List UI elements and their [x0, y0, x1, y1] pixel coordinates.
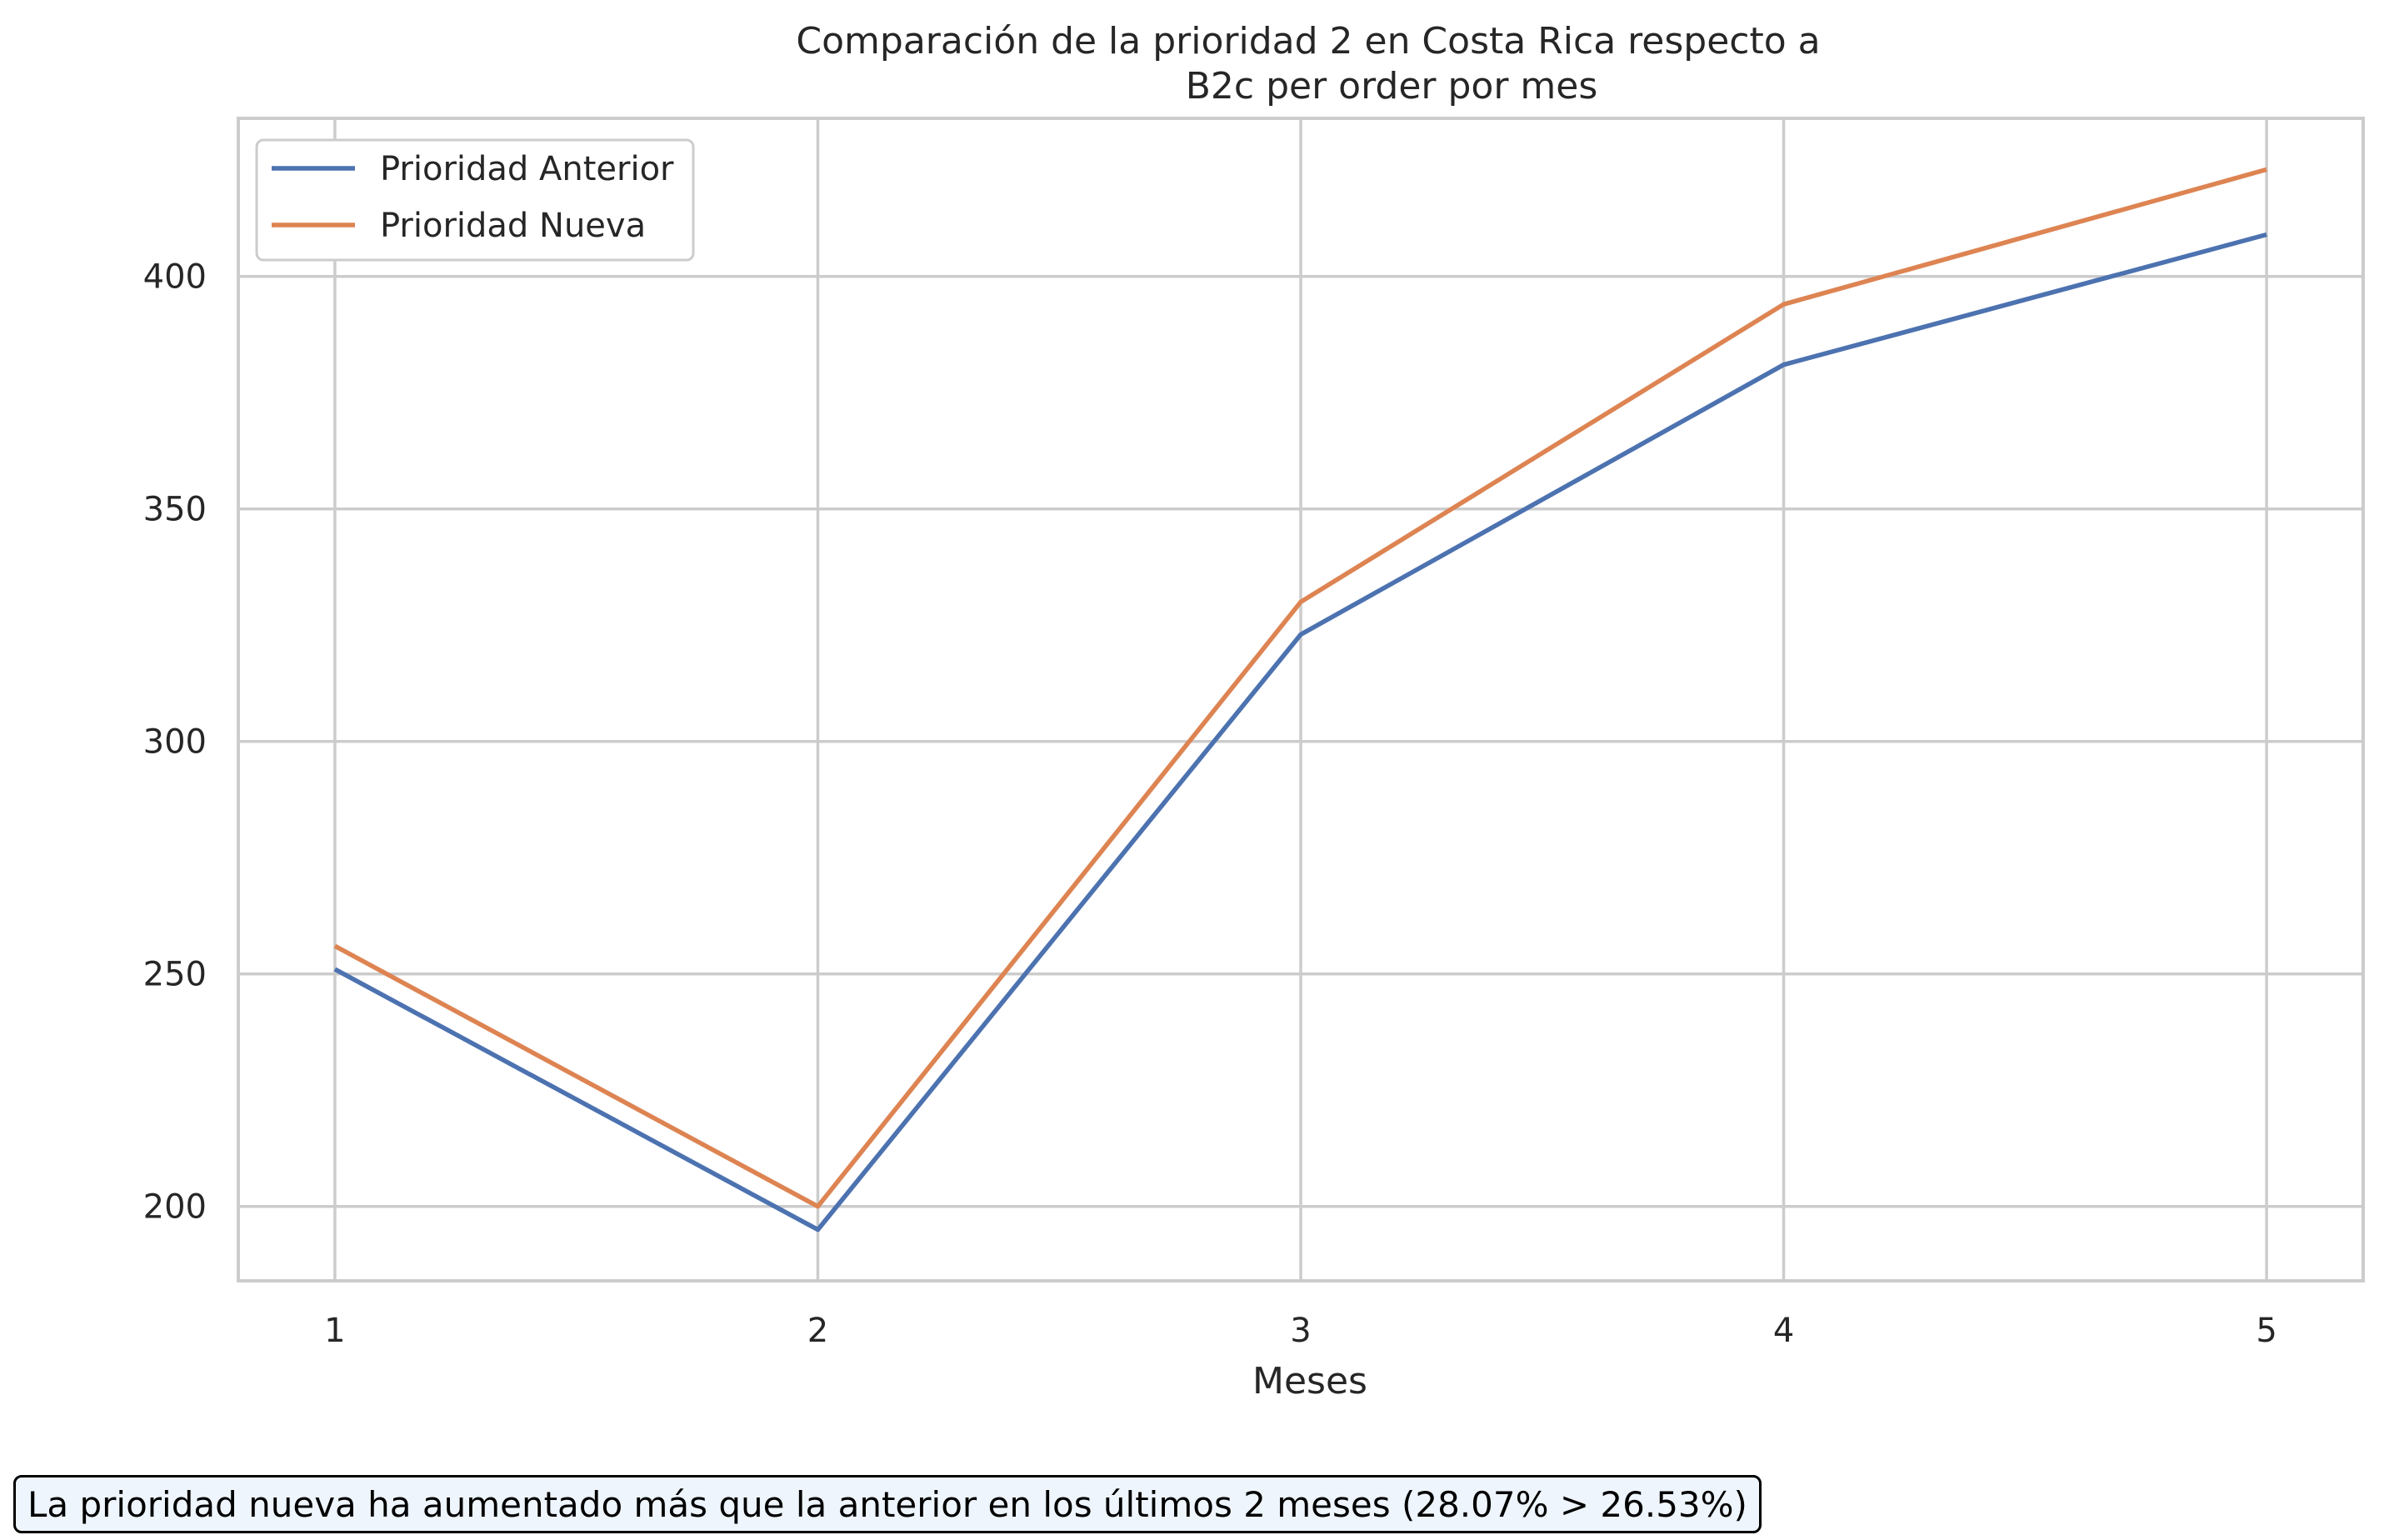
- y-tick-label: 200: [143, 1188, 207, 1227]
- annotation-text: La prioridad nueva ha aumentado más que …: [27, 1483, 1747, 1525]
- series-line-prioridad-anterior: [333, 232, 2267, 1232]
- legend-label: Prioridad Anterior: [380, 150, 674, 188]
- x-axis-label: Meses: [1252, 1360, 1367, 1402]
- legend-label: Prioridad Nueva: [380, 207, 646, 245]
- x-tick-label: 4: [1773, 1312, 1794, 1350]
- y-tick-label: 300: [143, 723, 207, 762]
- y-tick-label: 250: [143, 956, 207, 994]
- x-tick-label: 3: [1290, 1312, 1311, 1350]
- legend: Prioridad Anterior Prioridad Nueva: [255, 138, 695, 262]
- y-tick-label: 350: [143, 491, 207, 529]
- series-line-prioridad-nueva: [333, 167, 2267, 1209]
- x-tick-label: 5: [2256, 1312, 2277, 1350]
- legend-box: [255, 138, 695, 262]
- x-axis-ticks: 1 2 3 4 5: [324, 1312, 2277, 1350]
- chart-title-line-2: B2c per order por mes: [1186, 65, 1598, 108]
- x-tick-label: 2: [807, 1312, 828, 1350]
- grid: [238, 118, 2363, 1281]
- chart-title: Comparación de la prioridad 2 en Costa R…: [796, 20, 1820, 108]
- y-tick-label: 400: [143, 258, 207, 297]
- plot-area-frame: [237, 117, 2365, 1282]
- series-lines: [333, 167, 2267, 1232]
- y-axis-ticks: 200 250 300 350 400: [143, 258, 207, 1227]
- chart-title-line-1: Comparación de la prioridad 2 en Costa R…: [796, 20, 1820, 62]
- annotation-box: La prioridad nueva ha aumentado más que …: [13, 1475, 1762, 1533]
- x-tick-label: 1: [324, 1312, 345, 1350]
